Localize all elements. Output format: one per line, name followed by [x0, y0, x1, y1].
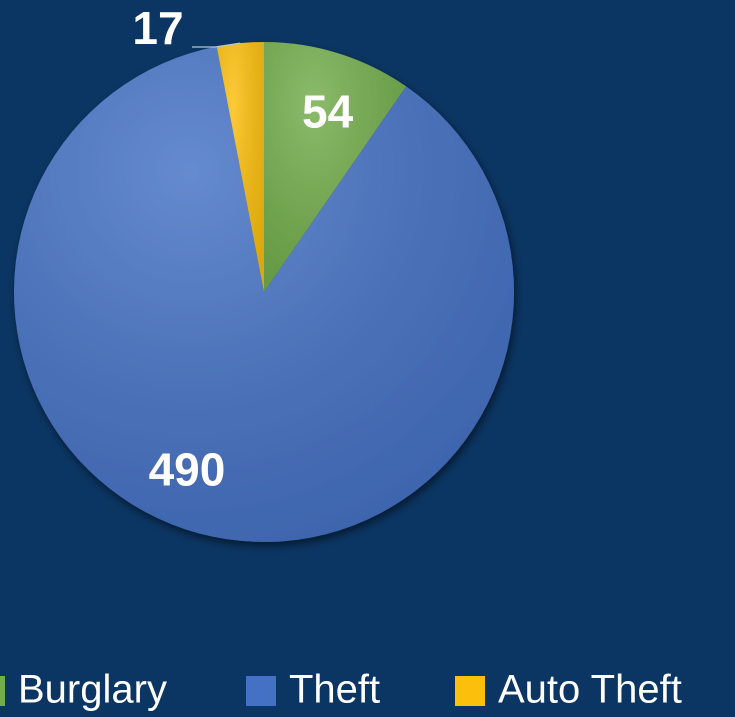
legend-swatch — [455, 676, 485, 706]
data-label: 17 — [132, 2, 183, 54]
leader-line — [192, 42, 241, 48]
legend-label: Burglary — [18, 668, 167, 712]
slice-shade — [264, 42, 407, 292]
slice-shade — [216, 42, 264, 292]
slice-shade — [14, 46, 514, 542]
legend-swatch — [246, 676, 276, 706]
legend: Burglary Theft Auto Theft — [0, 668, 682, 712]
legend-swatch — [0, 676, 5, 706]
labels: 54 490 17 — [132, 2, 353, 495]
legend-label: Theft — [289, 668, 380, 712]
data-label: 54 — [302, 85, 354, 137]
pie — [14, 42, 514, 542]
data-label: 490 — [149, 443, 226, 495]
legend-label: Auto Theft — [498, 668, 682, 712]
